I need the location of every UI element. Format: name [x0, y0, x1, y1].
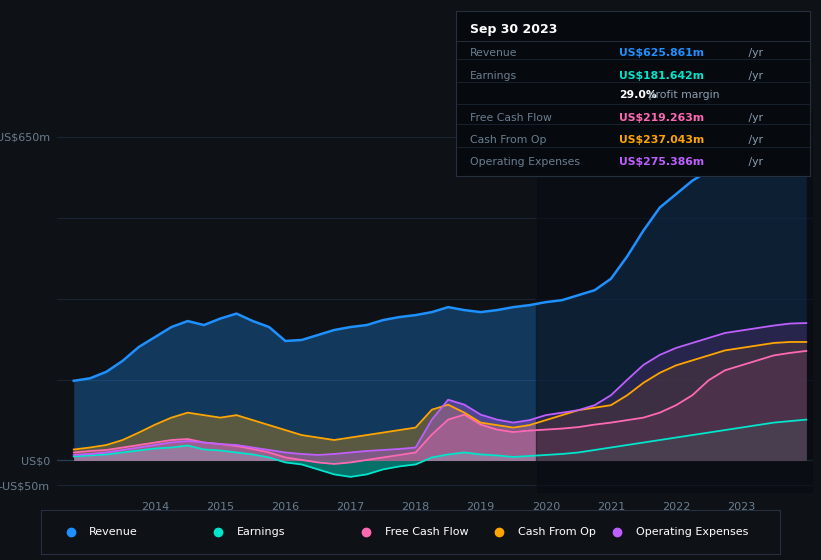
Text: US$219.263m: US$219.263m — [619, 113, 704, 123]
Text: Sep 30 2023: Sep 30 2023 — [470, 23, 557, 36]
Text: Operating Expenses: Operating Expenses — [470, 157, 580, 167]
Text: US$625.861m: US$625.861m — [619, 48, 704, 58]
Text: Earnings: Earnings — [470, 72, 517, 82]
Text: /yr: /yr — [745, 113, 763, 123]
Text: Free Cash Flow: Free Cash Flow — [470, 113, 552, 123]
Text: profit margin: profit margin — [645, 91, 720, 100]
Text: /yr: /yr — [745, 72, 763, 82]
Text: Operating Expenses: Operating Expenses — [636, 527, 748, 537]
Text: /yr: /yr — [745, 135, 763, 145]
Text: Revenue: Revenue — [89, 527, 138, 537]
Text: 29.0%: 29.0% — [619, 91, 657, 100]
Text: Cash From Op: Cash From Op — [518, 527, 595, 537]
Text: US$275.386m: US$275.386m — [619, 157, 704, 167]
Text: Free Cash Flow: Free Cash Flow — [385, 527, 468, 537]
Text: Cash From Op: Cash From Op — [470, 135, 546, 145]
Text: /yr: /yr — [745, 157, 763, 167]
Bar — [536, 112, 813, 493]
Text: Earnings: Earnings — [237, 527, 286, 537]
Text: Revenue: Revenue — [470, 48, 517, 58]
Text: /yr: /yr — [745, 48, 763, 58]
Text: US$237.043m: US$237.043m — [619, 135, 704, 145]
Text: US$181.642m: US$181.642m — [619, 72, 704, 82]
